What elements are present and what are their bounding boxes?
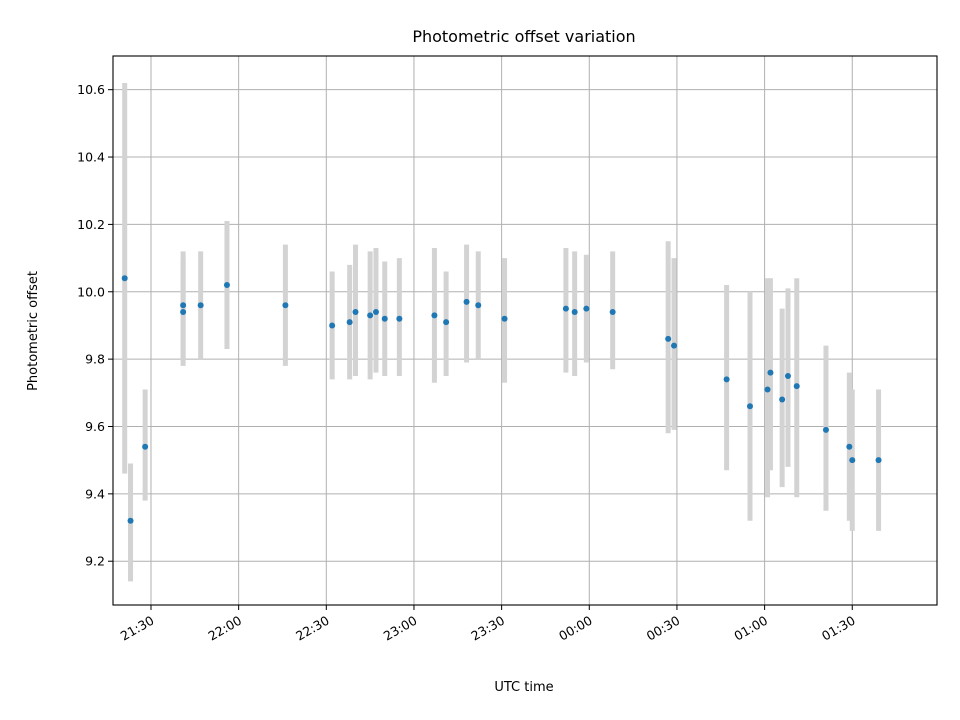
data-point <box>767 369 774 376</box>
y-axis-label: Photometric offset <box>26 271 41 391</box>
data-point <box>501 315 508 322</box>
data-point <box>583 305 590 312</box>
y-axis-ticks: 9.2 9.4 9.6 9.8 10.0 10.2 10.4 10.6 <box>77 82 113 569</box>
data-points <box>121 275 882 524</box>
x-tick-label: 00:30 <box>644 613 683 644</box>
y-tick-label: 9.4 <box>85 486 105 501</box>
data-point <box>352 308 359 315</box>
data-point <box>329 322 336 329</box>
data-point <box>121 275 128 282</box>
x-tick-label: 01:30 <box>819 613 858 644</box>
data-point <box>142 443 149 450</box>
x-tick-label: 21:30 <box>118 613 157 644</box>
x-tick-label: 22:00 <box>205 613 244 644</box>
x-tick-label: 23:30 <box>468 613 507 644</box>
y-tick-label: 10.0 <box>77 284 105 299</box>
data-point <box>372 308 379 315</box>
data-point <box>846 443 853 450</box>
data-point <box>822 426 829 433</box>
data-point <box>396 315 403 322</box>
data-point <box>793 383 800 390</box>
data-point <box>571 308 578 315</box>
data-point <box>197 302 204 309</box>
data-point <box>609 308 616 315</box>
data-point <box>367 312 374 319</box>
data-point <box>180 308 187 315</box>
data-point <box>562 305 569 312</box>
data-point <box>723 376 730 383</box>
data-point <box>282 302 289 309</box>
x-axis-ticks: 21:30 22:00 22:30 23:00 23:30 00:00 00:30 01:00… <box>118 605 858 644</box>
x-tick-label: 01:00 <box>731 613 770 644</box>
data-point <box>223 282 230 289</box>
data-point <box>875 457 882 464</box>
grid <box>113 56 937 605</box>
data-point <box>475 302 482 309</box>
data-point <box>381 315 388 322</box>
plot-frame <box>112 55 938 606</box>
data-point <box>746 403 753 410</box>
data-point <box>431 312 438 319</box>
data-point <box>127 517 134 524</box>
data-point <box>665 335 672 342</box>
data-point <box>849 457 856 464</box>
y-tick-label: 9.2 <box>85 554 105 569</box>
data-point <box>463 298 470 305</box>
y-tick-label: 10.4 <box>77 150 105 165</box>
data-point <box>671 342 678 349</box>
data-point <box>443 319 450 326</box>
data-point <box>346 319 353 326</box>
x-tick-label: 00:00 <box>556 613 595 644</box>
x-tick-label: 23:00 <box>381 613 420 644</box>
y-tick-label: 9.8 <box>85 352 105 367</box>
x-tick-label: 22:30 <box>293 613 332 644</box>
x-axis-label: UTC time <box>494 680 553 695</box>
data-point <box>764 386 771 393</box>
y-tick-label: 9.6 <box>85 419 105 434</box>
data-point <box>779 396 786 403</box>
data-point <box>180 302 187 309</box>
y-tick-label: 10.6 <box>77 82 105 97</box>
chart-title: Photometric offset variation <box>412 27 635 46</box>
y-tick-label: 10.2 <box>77 217 105 232</box>
data-point <box>784 372 791 379</box>
